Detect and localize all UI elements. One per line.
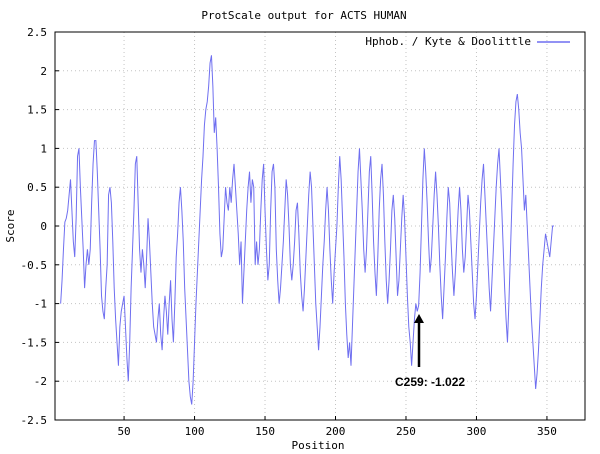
annotation-arrowhead [414, 314, 424, 323]
y-tick-label: -2.5 [21, 414, 48, 427]
y-tick-label: 1 [40, 142, 47, 155]
x-tick-label: 350 [537, 425, 557, 438]
x-tick-label: 250 [396, 425, 416, 438]
y-axis-label: Score [4, 209, 17, 242]
x-tick-label: 200 [326, 425, 346, 438]
legend-entry-label: Hphob. / Kyte & Doolittle [365, 35, 531, 48]
chart-title: ProtScale output for ACTS HUMAN [201, 9, 406, 22]
x-axis-label: Position [292, 439, 345, 452]
legend: Hphob. / Kyte & Doolittle [365, 35, 570, 48]
x-tick-label: 150 [255, 425, 275, 438]
y-tick-label: -2 [34, 375, 47, 388]
x-tick-label: 50 [117, 425, 130, 438]
annotation-label: C259: -1.022 [395, 375, 465, 389]
y-tick-label: -0.5 [21, 259, 48, 272]
y-tick-label: 2 [40, 65, 47, 78]
x-tick-label: 100 [185, 425, 205, 438]
y-tick-label: 0 [40, 220, 47, 233]
y-tick-label: 2.5 [27, 26, 47, 39]
y-tick-label: -1.5 [21, 336, 48, 349]
x-tick-label: 300 [467, 425, 487, 438]
plot-frame [54, 31, 586, 421]
series-line-hphob-kyte-doolittle [60, 55, 554, 405]
tick-labels: 50 100 150 200 250 300 350 -2.5 -2 -1.5 -1 -0.5 0 0.5… [21, 26, 557, 438]
y-tick-label: -1 [34, 298, 47, 311]
annotation: C259: -1.022 [395, 314, 465, 389]
y-tick-label: 0.5 [27, 181, 47, 194]
y-tick-label: 1.5 [27, 104, 47, 117]
